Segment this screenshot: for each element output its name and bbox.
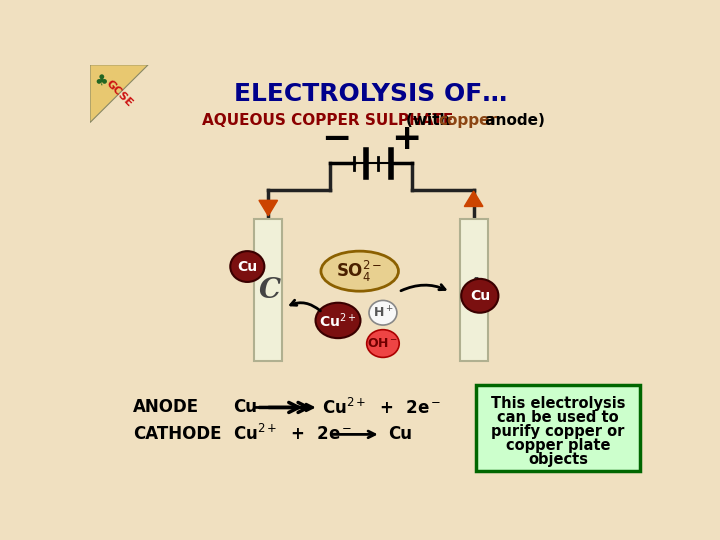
Polygon shape	[259, 200, 277, 215]
FancyBboxPatch shape	[476, 385, 640, 471]
Text: SO$_4^{2-}$: SO$_4^{2-}$	[336, 259, 383, 284]
Text: copper plate: copper plate	[506, 438, 611, 453]
Ellipse shape	[462, 279, 498, 313]
Text: purify copper or: purify copper or	[492, 424, 625, 439]
Text: ELECTROLYSIS OF…: ELECTROLYSIS OF…	[234, 82, 507, 106]
Text: Cu$^{2+}$  +  2e$^-$: Cu$^{2+}$ + 2e$^-$	[233, 424, 353, 444]
Text: GCSE: GCSE	[104, 79, 135, 109]
Ellipse shape	[230, 251, 264, 282]
Text: Cu$^{2+}$: Cu$^{2+}$	[320, 311, 356, 330]
Text: Cu: Cu	[233, 399, 257, 416]
Polygon shape	[90, 65, 148, 123]
Text: can be used to: can be used to	[498, 410, 619, 425]
Text: Cu: Cu	[238, 260, 257, 274]
FancyBboxPatch shape	[459, 219, 487, 361]
Text: −: −	[321, 122, 351, 156]
FancyBboxPatch shape	[254, 219, 282, 361]
Text: AQUEOUS COPPER SULPHATE: AQUEOUS COPPER SULPHATE	[202, 113, 454, 128]
Text: This electrolysis: This electrolysis	[491, 396, 626, 411]
Text: H$^+$: H$^+$	[373, 305, 393, 320]
Text: OH$^-$: OH$^-$	[367, 337, 399, 350]
Text: C: C	[258, 276, 281, 303]
Text: ANODE: ANODE	[132, 399, 199, 416]
Ellipse shape	[369, 300, 397, 325]
Text: copper: copper	[438, 113, 498, 128]
Ellipse shape	[366, 330, 399, 357]
Text: CATHODE: CATHODE	[132, 426, 221, 443]
Text: Cu: Cu	[388, 426, 413, 443]
Polygon shape	[464, 191, 483, 206]
Text: anode): anode)	[480, 113, 545, 128]
Text: +: +	[391, 122, 421, 156]
Ellipse shape	[315, 303, 361, 338]
Text: Cu: Cu	[469, 289, 490, 303]
Text: Cu$^{2+}$  +  2e$^-$: Cu$^{2+}$ + 2e$^-$	[323, 397, 442, 417]
Text: ♣: ♣	[94, 73, 108, 87]
Ellipse shape	[321, 251, 398, 291]
Text: A: A	[463, 276, 485, 303]
Text: (with: (with	[406, 113, 456, 128]
Text: objects: objects	[528, 451, 588, 467]
